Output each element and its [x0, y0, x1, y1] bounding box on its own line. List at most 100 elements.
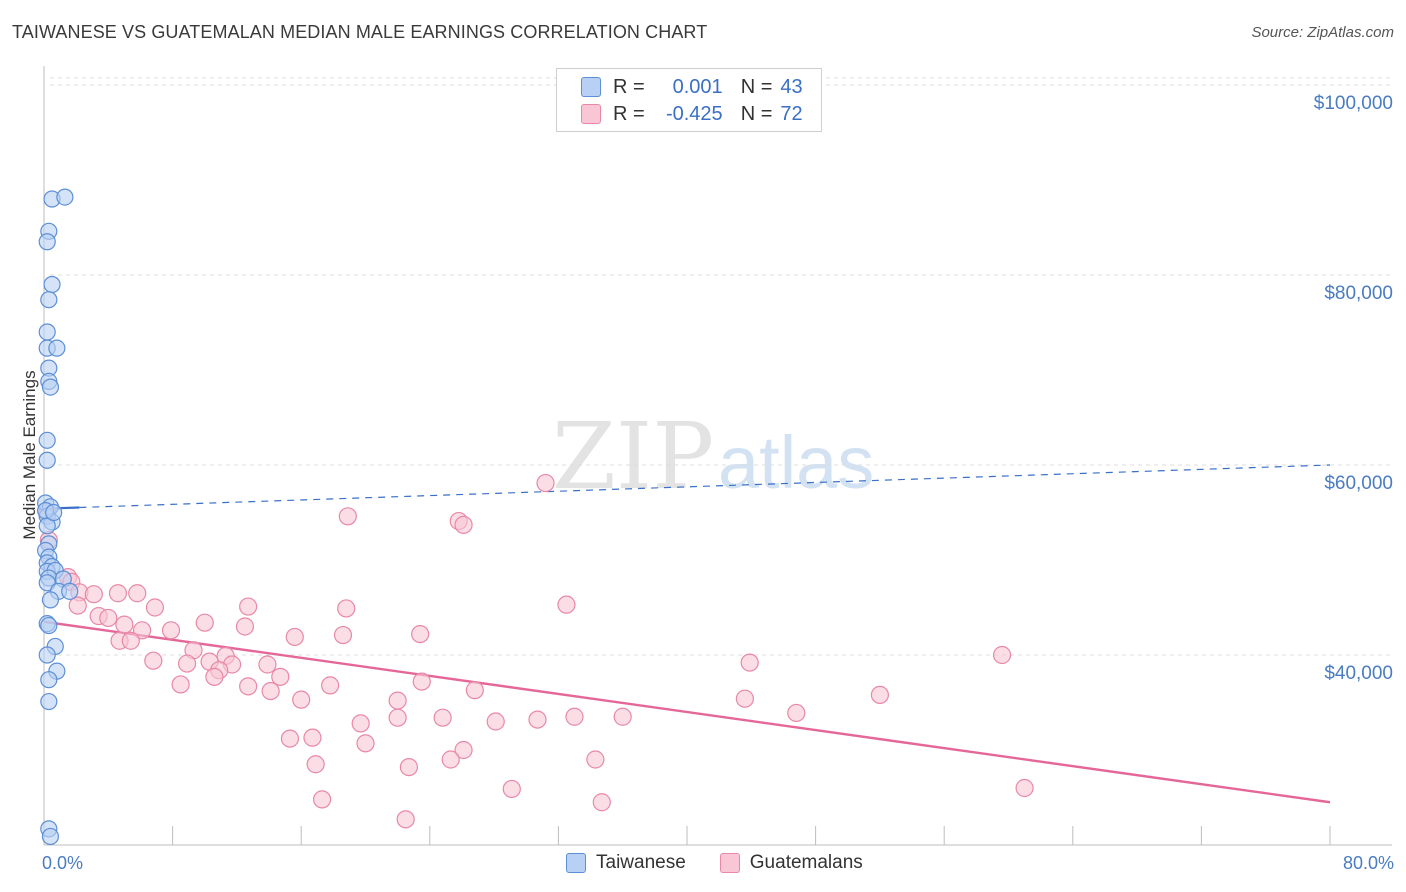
taiwanese-swatch	[566, 853, 586, 873]
data-points	[37, 188, 1034, 846]
y-tick-label: $40,000	[1324, 663, 1393, 684]
guatemalan-point	[454, 515, 473, 534]
taiwanese-point	[48, 339, 66, 357]
taiwanese-point	[43, 275, 61, 294]
taiwanese-point	[41, 827, 60, 846]
legend-r-value: 0.001	[672, 75, 723, 98]
guatemalan-point	[992, 645, 1012, 665]
guatemalan-point	[465, 681, 484, 700]
legend-n-label: N =	[740, 75, 773, 98]
guatemalan-point	[161, 621, 181, 640]
guatemalan-point	[121, 631, 140, 650]
guatemalan-point	[115, 615, 134, 634]
guatemalan-swatch	[581, 104, 601, 124]
legend-r-label: R =	[613, 75, 645, 98]
guatemalan-point	[412, 672, 431, 691]
legend-r-value: -0.425	[665, 102, 723, 125]
watermark-zip: ZIP	[552, 403, 714, 510]
guatemalan-point	[108, 584, 128, 603]
legend-n-value: 43	[780, 75, 803, 98]
guatemalan-point	[333, 625, 353, 645]
guatemalan-point	[132, 621, 152, 640]
guatemalan-point	[388, 708, 407, 727]
series-legend-guatemalans[interactable]: Guatemalans	[719, 852, 863, 874]
x-tick-label: 80.0%	[1343, 853, 1394, 873]
guatemalan-point	[735, 689, 754, 708]
guatemalan-point	[486, 712, 505, 731]
guatemalan-point	[586, 750, 605, 769]
guatemalan-point	[557, 595, 576, 614]
taiwanese-point	[38, 323, 56, 341]
guatemalan-trend-line	[43, 620, 1331, 804]
series-legend-label: Guatemalans	[749, 852, 863, 873]
watermark-atlas: atlas	[718, 421, 874, 504]
y-axis-label: Median Male Earnings	[20, 370, 39, 539]
guatemalan-point	[144, 651, 163, 670]
guatemalan-point	[306, 755, 325, 774]
taiwanese-swatch	[581, 77, 601, 97]
guatemalan-point	[84, 585, 103, 604]
x-tick-label: 0.0%	[42, 853, 83, 873]
guatemalan-point	[171, 675, 190, 694]
guatemalan-point	[258, 655, 277, 674]
legend-row-guatemalans: R = -0.425 N = 72	[581, 102, 803, 126]
guatemalan-point	[502, 779, 521, 799]
guatemalan-point	[177, 654, 197, 673]
taiwanese-point	[38, 431, 56, 449]
guatemalan-point	[337, 599, 356, 618]
x-tick-labels: 0.0% 80.0%	[42, 853, 1394, 873]
guatemalan-point	[271, 667, 290, 686]
guatemalan-point	[411, 624, 430, 644]
guatemalan-point	[454, 740, 473, 760]
legend-n-label: N =	[740, 102, 773, 125]
taiwanese-point	[41, 378, 60, 396]
guatemalan-point	[239, 677, 258, 696]
guatemalan-point	[145, 598, 165, 617]
guatemalan-point	[787, 703, 806, 723]
guatemalan-point	[338, 507, 357, 526]
guatemalan-point	[235, 617, 255, 636]
guatemalan-point	[99, 608, 118, 628]
guatemalan-point	[528, 710, 547, 729]
guatemalan-point	[565, 707, 584, 726]
trend-lines	[43, 464, 1331, 804]
taiwanese-point	[38, 646, 56, 664]
taiwanese-point	[61, 582, 79, 600]
guatemalan-point	[128, 584, 147, 603]
y-tick-label: $60,000	[1324, 473, 1393, 494]
guatemalan-point	[239, 597, 258, 616]
legend: R = 0.001 N = 43 R = -0.425 N = 72	[556, 68, 822, 132]
guatemalan-point	[740, 653, 759, 672]
taiwanese-point	[41, 591, 60, 609]
taiwanese-point	[56, 188, 74, 206]
legend-r-label: R =	[613, 102, 645, 125]
legend-row-taiwanese: R = 0.001 N = 43	[581, 75, 803, 99]
guatemalan-point	[870, 685, 890, 705]
series-legend-taiwanese[interactable]: Taiwanese	[566, 852, 686, 874]
taiwanese-point	[38, 451, 56, 469]
guatemalan-point	[613, 707, 632, 726]
guatemalan-point	[321, 676, 340, 695]
guatemalan-point	[433, 708, 452, 727]
series-legend: Taiwanese Guatemalans	[566, 852, 897, 874]
series-legend-label: Taiwanese	[596, 852, 686, 873]
taiwanese-point	[40, 291, 58, 309]
taiwanese-trend-dashed	[79, 464, 1331, 509]
source-label: Source: ZipAtlas.com	[1251, 24, 1394, 41]
guatemalan-point	[68, 596, 87, 615]
guatemalan-point	[285, 627, 304, 647]
gridlines	[50, 77, 1392, 656]
guatemalan-point	[396, 810, 415, 829]
guatemalan-point	[312, 790, 332, 809]
legend-n-value: 72	[780, 102, 803, 125]
guatemalan-point	[592, 793, 611, 812]
guatemalan-point	[441, 750, 460, 769]
guatemalan-point	[205, 667, 224, 686]
guatemalan-swatch	[719, 853, 740, 873]
guatemalan-point	[292, 690, 311, 709]
guatemalan-point	[536, 473, 555, 493]
guatemalan-point	[195, 613, 214, 632]
chart-title: TAIWANESE VS GUATEMALAN MEDIAN MALE EARN…	[12, 22, 708, 42]
taiwanese-point	[38, 233, 56, 251]
